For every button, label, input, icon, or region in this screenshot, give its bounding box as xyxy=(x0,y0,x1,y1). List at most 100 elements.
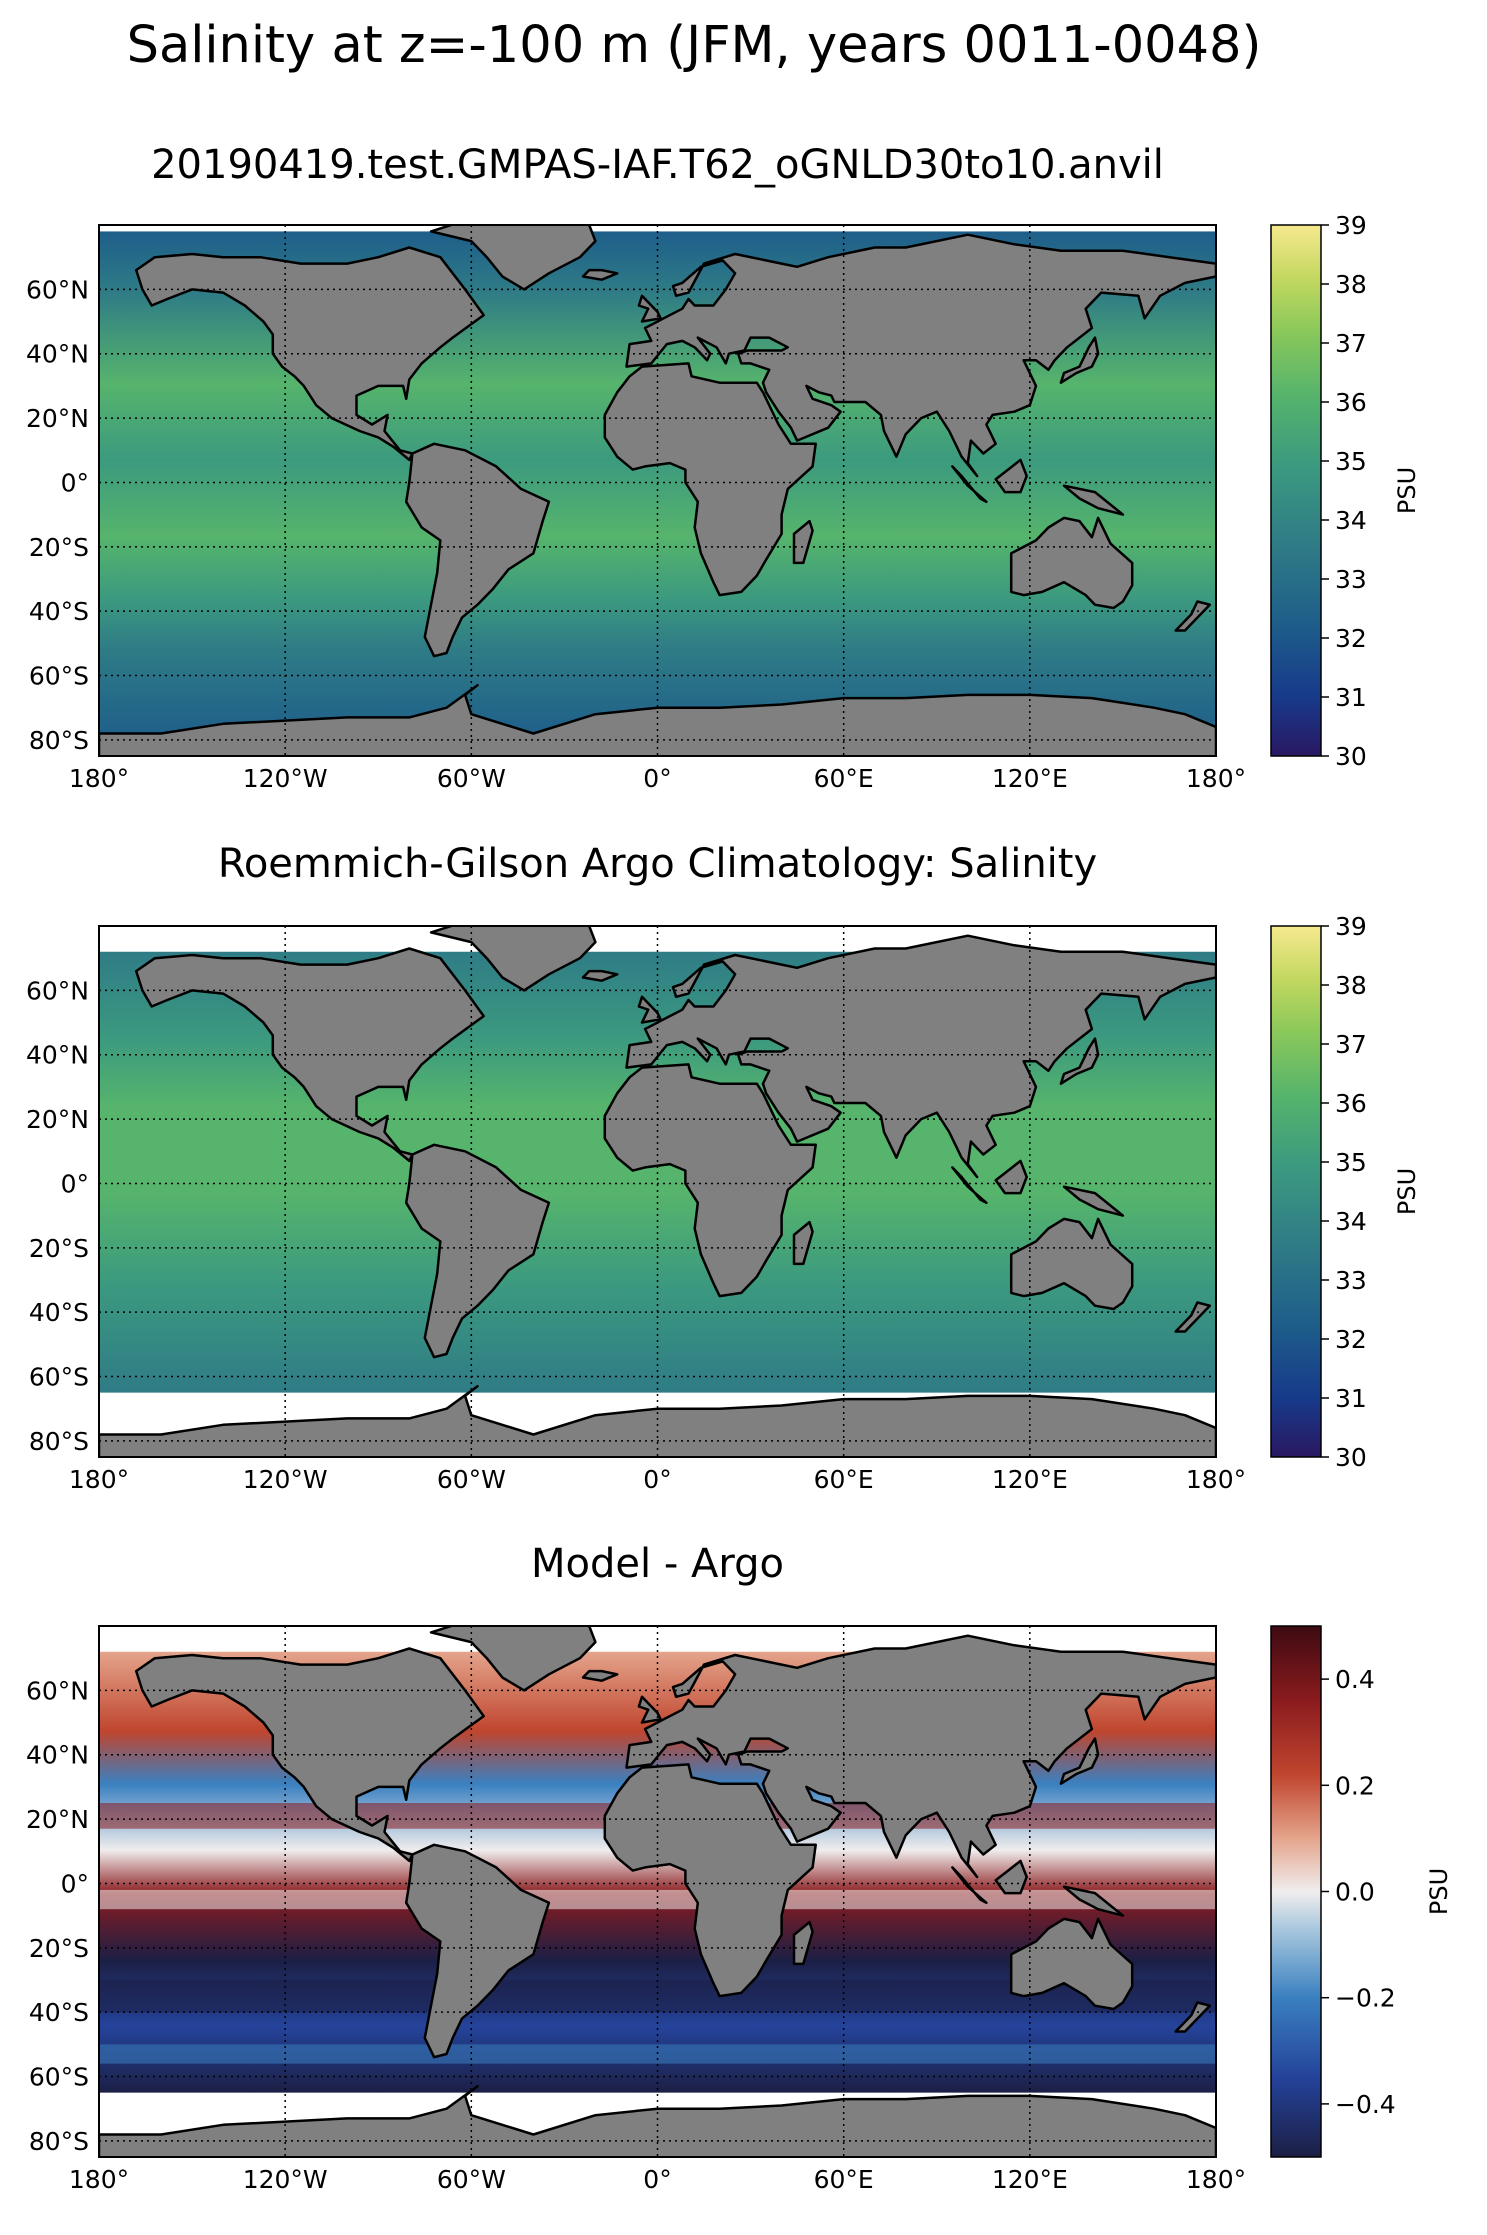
lat-tick-label: 40°N xyxy=(26,340,89,369)
colorbar-tick-label: 32 xyxy=(1335,624,1367,653)
colorbar-tick-label: 0.4 xyxy=(1335,1665,1375,1694)
panel-title: Roemmich-Gilson Argo Climatology: Salini… xyxy=(218,841,1097,887)
lon-tick-label: 60°E xyxy=(814,764,874,793)
lat-tick-label: 20°S xyxy=(29,1934,89,1963)
colorbar-tick-label: 39 xyxy=(1335,912,1367,941)
land-mass xyxy=(99,2084,1216,2157)
colorbar-tick-label: 38 xyxy=(1335,971,1367,1000)
land-mass xyxy=(625,934,1216,1179)
map-area xyxy=(99,926,1216,1457)
colorbar-tick-label: 0.0 xyxy=(1335,1878,1375,1907)
land-mass xyxy=(792,1920,814,1966)
lon-tick-label: 0° xyxy=(643,764,671,793)
land-mass xyxy=(637,1695,662,1724)
lon-tick-label: 120°W xyxy=(243,764,328,793)
colorbar-gradient xyxy=(1270,925,1322,1458)
colorbar-tick-label: 34 xyxy=(1335,506,1367,535)
land-mass xyxy=(625,1634,1216,1879)
lon-tick-label: 180° xyxy=(1186,2165,1246,2194)
anomaly-band xyxy=(99,1889,1216,1910)
map-area xyxy=(99,1626,1216,2157)
lon-tick-label: 120°E xyxy=(992,1465,1068,1494)
lat-tick-label: 40°N xyxy=(26,1741,89,1770)
map-area xyxy=(99,225,1216,756)
land-mass xyxy=(994,1859,1028,1895)
colorbar: 39 38 37 36 35 34 33 32 31 30 PSU xyxy=(1270,912,1421,1472)
lat-tick-label: 0° xyxy=(61,1869,89,1898)
colorbar-label: PSU xyxy=(1393,1168,1421,1215)
land-mass xyxy=(792,1220,814,1266)
colorbar: 39 38 37 36 35 34 33 32 31 30 PSU xyxy=(1270,211,1421,771)
lat-tick-label: 60°S xyxy=(29,2063,89,2092)
panel-title: Model - Argo xyxy=(531,1541,784,1587)
land-mass xyxy=(1009,516,1134,610)
lon-tick-label: 120°E xyxy=(992,764,1068,793)
lon-tick-label: 60°W xyxy=(437,2165,506,2194)
map-frame xyxy=(98,1625,1217,2158)
lat-tick-label: 80°S xyxy=(29,726,89,755)
colorbar-tick-label: 33 xyxy=(1335,565,1367,594)
colorbar-tick-label: 38 xyxy=(1335,270,1367,299)
colorbar-tick-label: 33 xyxy=(1335,1266,1367,1295)
land-mass xyxy=(581,268,619,281)
colorbar-tick-label: 34 xyxy=(1335,1207,1367,1236)
land-mass xyxy=(404,1143,551,1359)
colorbar-tick-label: 36 xyxy=(1335,1089,1367,1118)
land-mass xyxy=(951,465,988,504)
lon-tick-label: 120°W xyxy=(243,1465,328,1494)
land-mass xyxy=(99,683,1216,756)
land-mass xyxy=(603,1063,817,1298)
colorbar-tick-label: 31 xyxy=(1335,683,1367,712)
map-panel-1: 20190419.test.GMPAS-IAF.T62_oGNLD30to10.… xyxy=(26,142,1421,793)
colorbar: 0.4 0.2 0.0 −0.2 −0.4 PSU xyxy=(1270,1625,1453,2158)
map-panel-2: Roemmich-Gilson Argo Climatology: Salini… xyxy=(26,841,1421,1494)
colorbar-tick-label: 37 xyxy=(1335,1030,1367,1059)
lat-tick-label: 0° xyxy=(61,1169,89,1198)
lon-tick-label: 60°E xyxy=(814,1465,874,1494)
lon-tick-label: 180° xyxy=(69,1465,129,1494)
land-mass xyxy=(994,458,1028,494)
land-mass xyxy=(792,519,814,565)
land-mass xyxy=(951,1866,988,1905)
lat-tick-label: 40°S xyxy=(29,1298,89,1327)
land-mass xyxy=(581,1669,619,1682)
panel-title: 20190419.test.GMPAS-IAF.T62_oGNLD30to10.… xyxy=(151,142,1164,188)
land-mass xyxy=(625,233,1216,478)
lat-tick-label: 60°N xyxy=(26,1676,89,1705)
lon-tick-label: 0° xyxy=(643,1465,671,1494)
colorbar-tick-label: 37 xyxy=(1335,329,1367,358)
land-mass xyxy=(603,1763,817,1998)
lat-tick-label: 60°S xyxy=(29,662,89,691)
lat-tick-label: 60°S xyxy=(29,1363,89,1392)
land-mass xyxy=(99,1384,1216,1457)
colorbar-tick-label: 35 xyxy=(1335,1148,1367,1177)
land-mass xyxy=(581,969,619,982)
land-mass xyxy=(1059,1737,1100,1785)
lat-tick-label: 40°N xyxy=(26,1041,89,1070)
colorbar-label: PSU xyxy=(1393,467,1421,514)
land-mass xyxy=(994,1159,1028,1195)
land-mass xyxy=(637,995,662,1024)
land-mass xyxy=(603,362,817,597)
colorbar-tick-label: −0.4 xyxy=(1335,2090,1396,2119)
lon-tick-label: 180° xyxy=(69,2165,129,2194)
lon-tick-label: 120°E xyxy=(992,2165,1068,2194)
lon-tick-label: 60°E xyxy=(814,2165,874,2194)
land-mass xyxy=(637,294,662,323)
lon-tick-label: 180° xyxy=(1186,1465,1246,1494)
map-frame xyxy=(98,224,1217,757)
lon-tick-label: 60°W xyxy=(437,1465,506,1494)
land-mass xyxy=(429,926,597,992)
lon-tick-label: 180° xyxy=(69,764,129,793)
lon-tick-label: 60°W xyxy=(437,764,506,793)
lon-tick-label: 0° xyxy=(643,2165,671,2194)
land-mass xyxy=(1062,484,1125,516)
colorbar-tick-label: 0.2 xyxy=(1335,1771,1375,1800)
colorbar-tick-label: 31 xyxy=(1335,1384,1367,1413)
figure-title: Salinity at z=-100 m (JFM, years 0011-00… xyxy=(127,16,1262,75)
colorbar-tick-label: 32 xyxy=(1335,1325,1367,1354)
colorbar-tick-label: 30 xyxy=(1335,742,1367,771)
land-mass xyxy=(429,1626,597,1692)
lat-tick-label: 80°S xyxy=(29,1427,89,1456)
